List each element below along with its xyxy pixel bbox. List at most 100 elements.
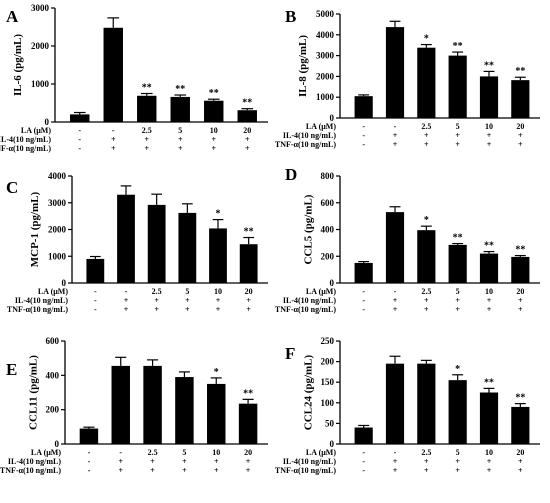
treatment-label: LA (μM): [306, 287, 336, 296]
treatment-value: +: [518, 466, 523, 475]
treatment-value: +: [216, 305, 221, 314]
y-tick-label: 4000: [48, 171, 67, 181]
panel-letter: E: [6, 360, 17, 379]
y-tick-label: 0: [330, 113, 335, 123]
bar: [385, 212, 405, 283]
treatment-label: LA (μM): [306, 448, 336, 457]
bar: [239, 244, 258, 283]
treatment-value: +: [487, 466, 492, 475]
treatment-value: +: [518, 457, 523, 466]
treatment-value: -: [112, 126, 115, 135]
treatment-value: 2.5: [142, 126, 152, 135]
treatment-value: +: [118, 457, 123, 466]
bar: [170, 96, 190, 122]
significance-label: **: [209, 88, 219, 99]
treatment-label: TNF-α(10 ng/mL): [275, 140, 336, 149]
y-tick-label: 800: [321, 171, 335, 181]
y-tick-label: 2000: [31, 41, 50, 51]
significance-label: *: [455, 364, 460, 375]
y-tick-label: 3000: [316, 51, 335, 61]
treatment-value: 2.5: [421, 122, 431, 131]
significance-label: **: [243, 388, 253, 399]
treatment-value: -: [78, 135, 81, 144]
treatment-value: 10: [210, 126, 218, 135]
treatment-value: +: [216, 296, 221, 305]
bar: [178, 212, 197, 283]
y-tick-label: 1000: [31, 79, 50, 89]
treatment-value: +: [424, 457, 429, 466]
treatment-value: +: [518, 131, 523, 140]
treatment-value: 5: [178, 126, 182, 135]
y-tick-label: 0: [62, 278, 67, 288]
treatment-value: +: [214, 466, 219, 475]
treatment-value: +: [455, 466, 460, 475]
bar: [237, 110, 257, 122]
bar: [204, 100, 224, 122]
treatment-value: +: [246, 457, 251, 466]
bar: [238, 403, 258, 444]
treatment-value: -: [362, 305, 365, 314]
treatment-value: +: [393, 457, 398, 466]
treatment-value: 5: [456, 122, 460, 131]
panel-letter: C: [6, 178, 18, 197]
y-axis-title: IL-8 (pg/mL): [297, 35, 309, 97]
y-axis-title: MCP-1 (pg/mL): [29, 191, 41, 267]
y-tick-label: 0: [45, 117, 50, 127]
treatment-value: 20: [243, 126, 251, 135]
y-tick-label: 5000: [316, 9, 335, 19]
bar: [137, 95, 157, 122]
treatment-value: -: [362, 122, 365, 131]
y-tick-label: 200: [321, 357, 335, 367]
treatment-value: -: [78, 144, 81, 153]
significance-label: **: [453, 233, 463, 244]
treatment-value: +: [182, 457, 187, 466]
treatment-value: 5: [456, 287, 460, 296]
treatment-value: -: [94, 287, 97, 296]
bar: [417, 230, 436, 283]
treatment-value: +: [393, 131, 398, 140]
bar: [511, 406, 530, 444]
significance-label: **: [484, 377, 494, 388]
treatment-label: LA (μM): [306, 122, 336, 131]
treatment-label: IL-4(10 ng/mL): [283, 457, 336, 466]
treatment-value: +: [214, 457, 219, 466]
treatment-value: +: [185, 296, 190, 305]
bar: [86, 258, 105, 283]
treatment-value: 10: [485, 448, 493, 457]
treatment-value: +: [487, 305, 492, 314]
y-axis-title: CCL24 (pg/mL): [303, 354, 315, 430]
y-tick-label: 0: [330, 278, 335, 288]
treatment-value: -: [125, 287, 128, 296]
treatment-value: +: [424, 140, 429, 149]
treatment-value: 2.5: [148, 448, 158, 457]
treatment-label: LA (μM): [38, 287, 68, 296]
bar: [448, 244, 467, 283]
significance-label: **: [484, 241, 494, 252]
significance-label: **: [484, 60, 494, 71]
bar: [70, 114, 90, 122]
y-tick-label: 400: [321, 225, 335, 235]
bar: [385, 363, 405, 444]
treatment-value: +: [111, 144, 116, 153]
bar: [147, 204, 166, 283]
treatment-value: +: [154, 296, 159, 305]
treatment-value: 10: [485, 287, 493, 296]
bar: [479, 76, 499, 118]
significance-label: **: [142, 83, 152, 94]
y-tick-label: 3000: [48, 198, 67, 208]
y-tick-label: 600: [46, 336, 60, 346]
y-axis-title: IL-6 (pg/mL): [12, 34, 24, 96]
treatment-label: LA (μM): [21, 126, 51, 135]
y-tick-label: 600: [321, 198, 335, 208]
treatment-value: +: [393, 466, 398, 475]
significance-label: **: [453, 41, 463, 52]
treatment-value: 2.5: [152, 287, 162, 296]
treatment-value: +: [150, 457, 155, 466]
treatment-label: TNF-α(10 ng/mL): [275, 305, 336, 314]
bar: [385, 27, 405, 118]
bar: [103, 27, 123, 122]
treatment-label: IL-4(10 ng/mL): [283, 131, 336, 140]
treatment-value: +: [518, 140, 523, 149]
y-tick-label: 250: [321, 336, 335, 346]
